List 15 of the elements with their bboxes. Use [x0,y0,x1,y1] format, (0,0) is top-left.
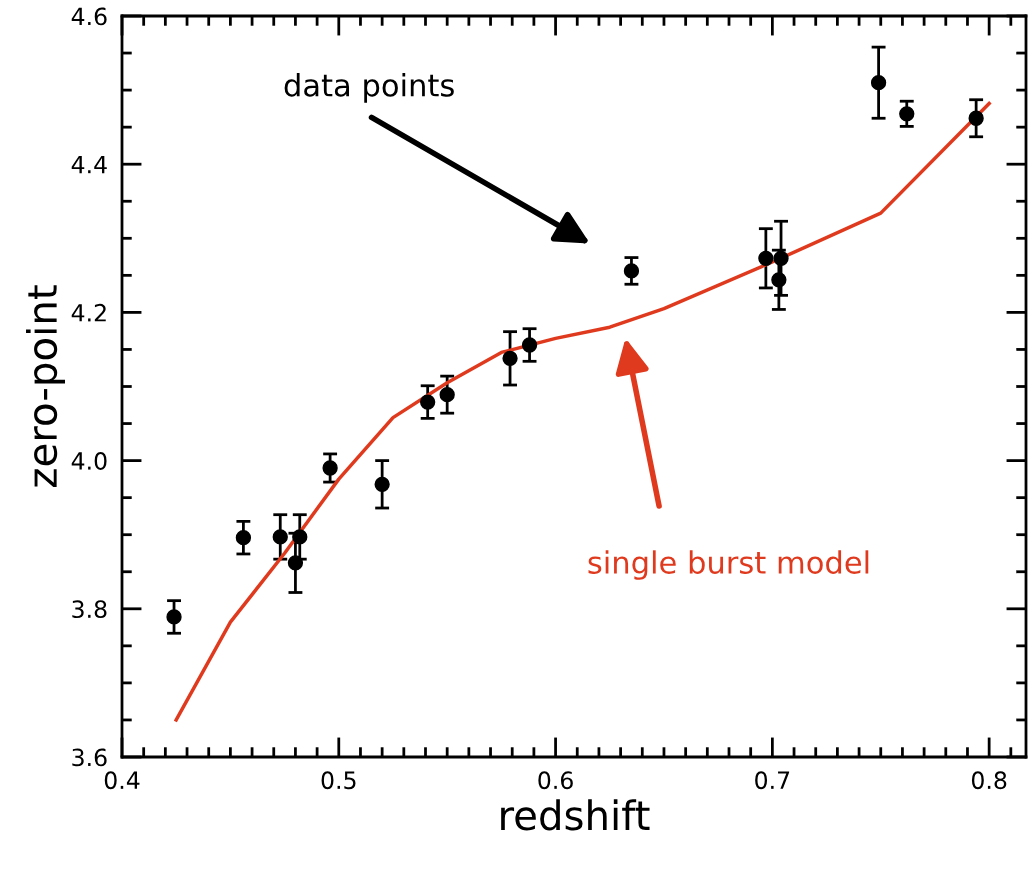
y-axis-title: zero-point [26,285,66,487]
x-tick-label: 0.8 [971,771,1007,790]
y-tick-label: 4.0 [71,452,107,470]
x-tick-label: 0.4 [104,771,140,790]
y-tick-label: 4.2 [71,303,106,322]
y-tick-label: 4.6 [71,7,107,26]
annotation: single burst model [588,550,869,580]
x-tick-label: 0.6 [538,771,573,790]
x-tick-label: 0.5 [321,771,356,790]
annotation: data points [284,73,454,103]
x-tick-label: 0.7 [755,771,790,790]
x-axis-title: redshift [501,799,650,831]
y-tick-label: 3.8 [72,600,107,619]
y-tick-label: 4.4 [71,155,107,174]
y-tick-label: 3.6 [72,748,107,767]
